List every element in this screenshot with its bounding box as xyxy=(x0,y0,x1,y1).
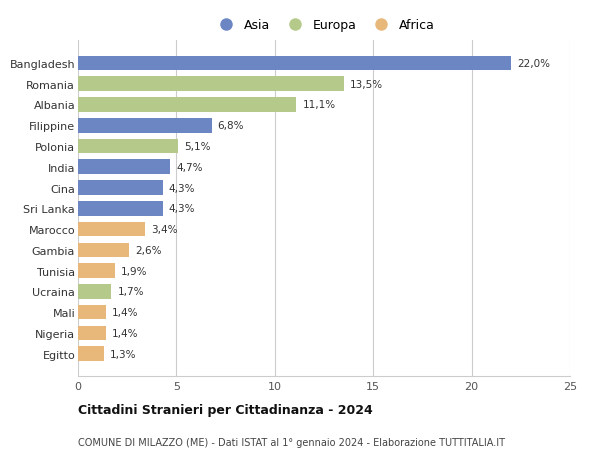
Text: COMUNE DI MILAZZO (ME) - Dati ISTAT al 1° gennaio 2024 - Elaborazione TUTTITALIA: COMUNE DI MILAZZO (ME) - Dati ISTAT al 1… xyxy=(78,437,505,447)
Bar xyxy=(78,140,178,154)
Text: 4,3%: 4,3% xyxy=(169,204,195,214)
Text: 2,6%: 2,6% xyxy=(135,245,161,255)
Text: 4,7%: 4,7% xyxy=(176,162,203,173)
Text: 1,4%: 1,4% xyxy=(112,328,138,338)
Bar xyxy=(78,285,112,299)
Text: 6,8%: 6,8% xyxy=(218,121,244,131)
Bar xyxy=(78,119,212,133)
Bar xyxy=(78,181,163,196)
Text: 5,1%: 5,1% xyxy=(184,142,211,151)
Text: 22,0%: 22,0% xyxy=(517,59,550,69)
Legend: Asia, Europa, Africa: Asia, Europa, Africa xyxy=(209,14,439,37)
Bar xyxy=(78,243,129,257)
Bar xyxy=(78,305,106,320)
Text: 13,5%: 13,5% xyxy=(350,79,383,90)
Bar xyxy=(78,56,511,71)
Text: Cittadini Stranieri per Cittadinanza - 2024: Cittadini Stranieri per Cittadinanza - 2… xyxy=(78,403,373,416)
Text: 11,1%: 11,1% xyxy=(302,100,335,110)
Bar xyxy=(78,264,115,278)
Bar xyxy=(78,77,344,92)
Text: 1,7%: 1,7% xyxy=(118,287,144,297)
Text: 1,4%: 1,4% xyxy=(112,308,138,318)
Text: 1,9%: 1,9% xyxy=(121,266,148,276)
Bar xyxy=(78,222,145,237)
Text: 4,3%: 4,3% xyxy=(169,183,195,193)
Text: 1,3%: 1,3% xyxy=(109,349,136,359)
Bar xyxy=(78,202,163,216)
Bar xyxy=(78,98,296,112)
Bar xyxy=(78,326,106,341)
Bar xyxy=(78,160,170,175)
Bar xyxy=(78,347,104,361)
Text: 3,4%: 3,4% xyxy=(151,224,178,235)
